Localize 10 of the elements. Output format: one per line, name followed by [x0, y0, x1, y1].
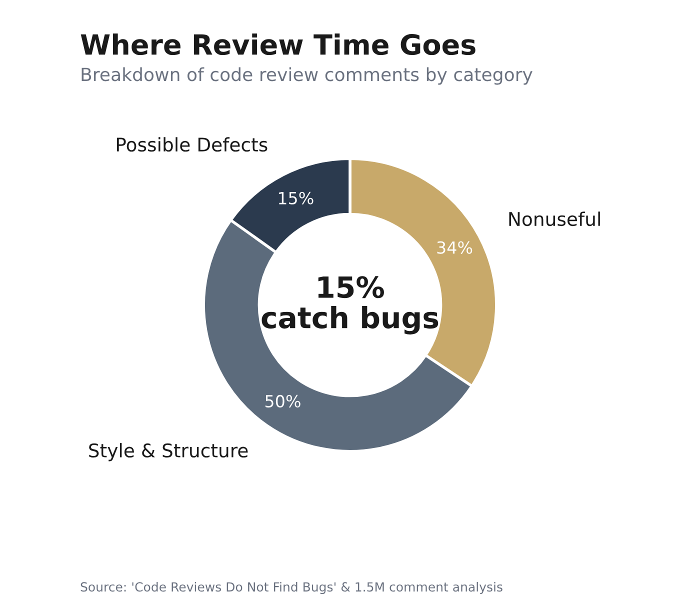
chart-title: Where Review Time Goes	[80, 34, 476, 56]
source-note: Source: 'Code Reviews Do Not Find Bugs' & 1.5M comment analysis	[80, 582, 502, 594]
data-label: 50%	[266, 394, 300, 408]
chart-subtitle: Breakdown of code review comments by category	[82, 67, 532, 85]
text: 15% catch bugs	[262, 276, 438, 334]
data-label: 15%	[278, 192, 314, 204]
data-label: 34%	[437, 241, 472, 254]
slice-label: Possible Defects	[117, 137, 268, 152]
slice-label: Nonuseful	[509, 212, 600, 226]
slice-label: Style & Structure	[89, 443, 248, 462]
